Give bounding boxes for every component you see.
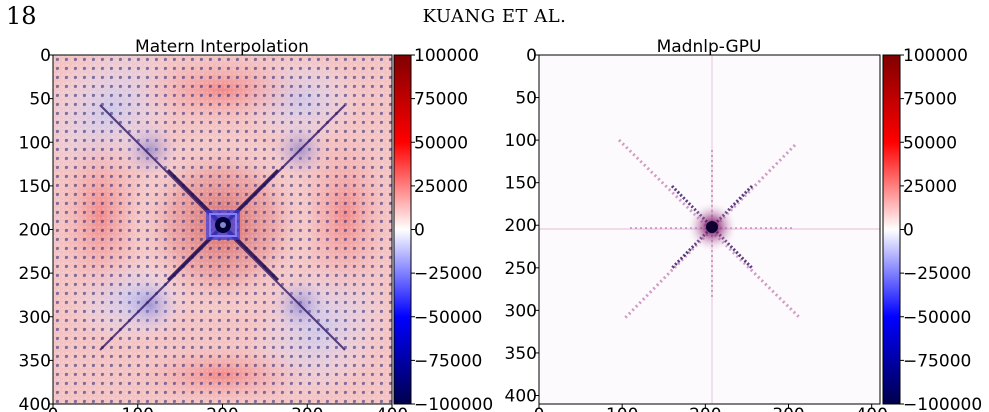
panel-matern-interpolation: Matern Interpolation	[19, 37, 494, 412]
y-axis: 0 50 100 150 200 250 300 350 400	[505, 46, 539, 406]
heatmap-image	[539, 55, 880, 404]
x-axis: 0 100 200 300 400	[534, 404, 888, 412]
y-tick-label: 300	[19, 308, 51, 328]
x-tick-label: 100	[122, 405, 154, 412]
colorbar-tick-label: −50000	[903, 308, 971, 328]
panel-title: Matern Interpolation	[135, 37, 309, 57]
colorbar-axis: 100000 75000 50000 25000 0 −25000 −50000 −75000…	[411, 46, 493, 412]
y-tick-label: 400	[19, 395, 51, 412]
y-tick-label: 200	[505, 216, 537, 236]
x-tick-label: 200	[689, 405, 721, 412]
y-tick-label: 350	[505, 344, 537, 364]
colorbar-tick-label: −75000	[414, 351, 482, 371]
y-tick-label: 250	[505, 259, 537, 279]
y-tick-label: 100	[505, 131, 537, 151]
colorbar-tick-label: 0	[414, 221, 425, 241]
x-tick-label: 400	[855, 405, 887, 412]
colorbar	[393, 54, 412, 405]
y-tick-label: 100	[19, 133, 51, 153]
x-tick-label: 400	[376, 405, 408, 412]
colorbar-tick-label: 75000	[414, 90, 468, 110]
y-tick-label: 250	[19, 264, 51, 284]
running-head: KUANG ET AL.	[422, 6, 567, 27]
x-tick-label: 200	[206, 405, 238, 412]
x-tick-label: 0	[534, 405, 545, 412]
colorbar-axis: 100000 75000 50000 25000 0 −25000 −50000 −75000…	[900, 46, 982, 412]
colorbar-tick-label: −50000	[414, 308, 482, 328]
y-tick-label: 400	[505, 386, 537, 406]
y-tick-label: 0	[40, 46, 51, 66]
colorbar-tick-label: −25000	[414, 264, 482, 284]
y-tick-label: 350	[19, 351, 51, 371]
colorbar-tick-label: 100000	[414, 46, 479, 66]
y-tick-label: 0	[526, 46, 537, 66]
page-number: 18	[6, 2, 37, 30]
y-tick-label: 150	[505, 174, 537, 194]
colorbar-tick-label: 25000	[414, 177, 468, 197]
y-tick-label: 50	[29, 90, 51, 110]
x-axis: 0 100 200 300 400	[48, 404, 408, 412]
colorbar	[882, 54, 901, 405]
colorbar-tick-label: 0	[903, 221, 914, 241]
colorbar-tick-label: 50000	[903, 133, 957, 153]
y-axis: 0 50 100 150 200 250 300 350 400	[19, 46, 53, 412]
y-tick-label: 300	[505, 301, 537, 321]
colorbar-tick-label: −100000	[414, 395, 493, 412]
plot-frame	[538, 54, 881, 405]
colorbar-tick-label: −100000	[903, 395, 982, 412]
x-tick-label: 100	[606, 405, 638, 412]
y-tick-label: 50	[515, 89, 537, 109]
colorbar-tick-label: 100000	[903, 46, 968, 66]
colorbar-tick-label: 50000	[414, 133, 468, 153]
heatmap-image	[53, 55, 392, 404]
colorbar-tick-label: −25000	[903, 264, 971, 284]
panel-title: Madnlp-GPU	[657, 37, 762, 57]
colorbar-tick-label: 25000	[903, 177, 957, 197]
y-tick-label: 200	[19, 221, 51, 241]
page-header: 18 KUANG ET AL.	[0, 0, 989, 34]
x-tick-label: 300	[772, 405, 804, 412]
y-tick-label: 150	[19, 177, 51, 197]
x-tick-label: 0	[48, 405, 59, 412]
x-tick-label: 300	[291, 405, 323, 412]
colorbar-tick-label: 75000	[903, 90, 957, 110]
colorbar-tick-label: −75000	[903, 351, 971, 371]
